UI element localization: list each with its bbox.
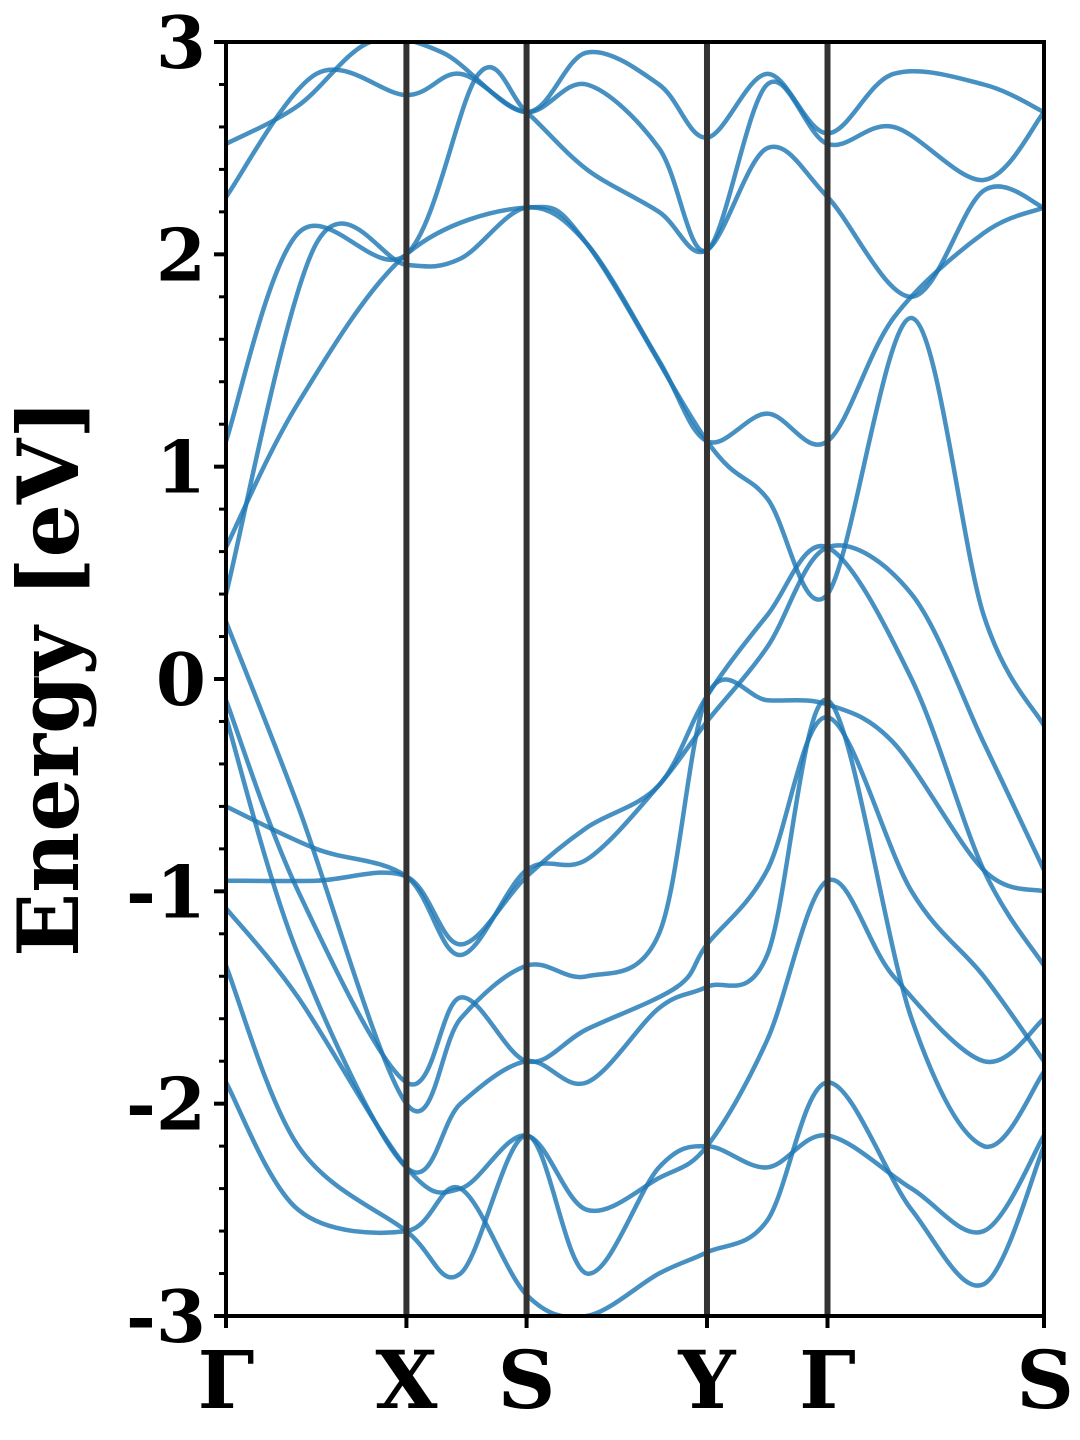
k-point-label: S	[498, 1333, 556, 1427]
band-line-5	[226, 697, 1044, 1175]
band-line-12	[226, 67, 1044, 254]
y-tick-label: -2	[126, 1062, 206, 1147]
y-tick-label: 3	[156, 0, 206, 85]
band-line-4	[226, 697, 1044, 1087]
band-line-11	[226, 65, 1044, 444]
band-line-9	[226, 204, 1044, 728]
plot-frame	[224, 40, 1046, 1318]
band-line-13	[226, 42, 1044, 147]
band-line-3	[226, 619, 1044, 1114]
y-tick-label: 0	[156, 637, 206, 722]
k-point-label: X	[375, 1333, 437, 1427]
y-tick-label: 1	[156, 425, 206, 510]
band-lines	[226, 42, 1044, 1316]
y-axis-title: Energy [eV]	[0, 399, 98, 957]
high-symmetry-lines	[403, 42, 831, 1316]
y-tick-label: 2	[156, 212, 206, 297]
k-point-label: Y	[677, 1333, 736, 1427]
y-tick-label: -3	[126, 1274, 206, 1359]
band-line-8	[226, 1080, 1044, 1316]
k-point-label: Γ	[198, 1333, 255, 1427]
k-point-label: Γ	[799, 1333, 856, 1427]
y-axis-ticks: -3 -2 -1 0 1 2 3	[126, 0, 226, 1359]
y-tick-label: -1	[126, 849, 206, 934]
band-line-10	[226, 205, 1044, 597]
band-line-6	[226, 877, 1044, 1214]
band-line-2	[226, 543, 1044, 968]
k-point-label: S	[1016, 1333, 1074, 1427]
band-line-7	[226, 963, 1044, 1280]
band-line-1	[226, 543, 1044, 958]
